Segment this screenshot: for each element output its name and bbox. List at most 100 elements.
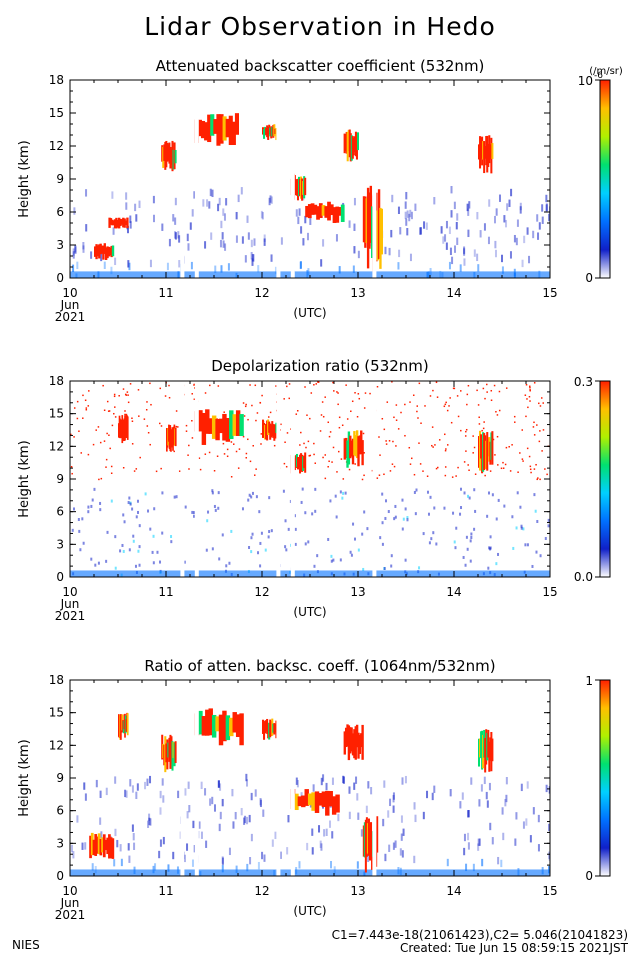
noise-mark [125,394,128,396]
depol-mark [344,491,347,495]
noise-mark [73,407,76,409]
depol-mark [161,531,164,535]
aerosol-mark [423,221,426,229]
cloud-mark [487,437,490,457]
noise-mark [465,450,467,452]
noise-mark [363,407,366,409]
created-text: Created: Tue Jun 15 08:59:15 2021JST [399,941,628,955]
cloud-mark [482,432,485,472]
depol-mark [247,498,250,502]
noise-mark [114,416,117,418]
depol-mark [87,510,90,514]
depol-mark [311,512,314,516]
cloud-mark [366,187,370,269]
aerosol-mark [323,829,326,837]
noise-mark [127,394,129,396]
depol-mark [535,550,538,554]
cloud-mark [300,453,303,472]
cloud-mark [296,457,299,470]
cloud-mark [344,437,348,458]
aerosol-mark [388,247,391,256]
depol-mark [406,518,409,522]
aerosol-mark [445,220,448,229]
cloud-mark [109,218,113,225]
aerosol-mark [241,236,244,244]
noise-mark [338,426,341,429]
cloud-mark [362,825,365,857]
aerosol-mark [206,199,209,207]
aerosol-mark [348,786,351,794]
noise-mark [110,472,113,475]
depol-mark [294,542,297,546]
noise-mark [529,389,531,392]
aerosol-mark [186,811,189,819]
cloud-mark [274,128,277,135]
surface-layer [70,271,550,278]
cloud-mark [267,126,270,140]
noise-mark [418,442,420,444]
noise-mark [108,410,111,412]
noise-mark [191,419,193,422]
aerosol-mark [161,778,164,786]
noise-mark [524,394,527,396]
cloud-mark [265,720,268,732]
noise-mark [304,386,306,388]
noise-mark [502,461,504,464]
cloud-mark [96,836,99,854]
aerosol-mark [237,194,240,203]
cloud-mark [346,440,349,468]
y-tick-label: 18 [49,673,64,687]
depol-mark [221,533,224,537]
aerosol-mark [161,223,164,231]
depol-mark [132,539,135,543]
aerosol-mark [545,194,548,203]
cloud-mark [225,418,231,442]
aerosol-mark [392,805,395,813]
aerosol-mark [74,245,77,253]
noise-mark [395,404,398,406]
cloud-mark [327,201,331,221]
y-tick-label: 3 [56,836,64,850]
noise-mark [472,435,474,437]
aerosol-mark [221,232,224,240]
noise-mark [502,467,505,469]
aerosol-mark [548,823,550,832]
noise-mark [124,413,126,416]
cloud-mark [170,148,173,165]
noise-mark [443,405,446,408]
aerosol-mark [476,211,479,220]
cloud-mark [377,189,381,259]
noise-mark [149,382,151,385]
aerosol-mark [127,260,130,268]
noise-mark [383,473,385,476]
depol-mark [415,488,418,492]
x-tick-label: 14 [446,884,461,898]
aerosol-mark [76,261,79,270]
noise-mark [308,455,311,457]
aerosol-mark [204,241,207,249]
aerosol-mark [274,266,277,275]
cloud-mark [102,245,105,260]
noise-mark [466,393,469,396]
noise-mark [223,411,225,413]
aerosol-mark [190,261,193,270]
depol-mark [106,530,109,534]
cloud-mark [294,455,297,467]
aerosol-mark [473,249,476,257]
noise-mark [404,434,406,437]
depol-mark [241,507,244,511]
noise-mark [324,396,326,398]
noise-mark [494,454,496,456]
cloud-mark [332,207,337,223]
aerosol-mark [467,810,470,818]
aerosol-mark [433,785,436,793]
depol-mark [127,501,130,505]
depol-mark [191,510,194,514]
cloud-mark [488,437,491,462]
cloud-mark [301,178,304,201]
depol-mark [152,561,155,565]
noise-mark [513,415,516,418]
noise-mark [76,400,79,403]
cloud-mark [264,720,267,734]
